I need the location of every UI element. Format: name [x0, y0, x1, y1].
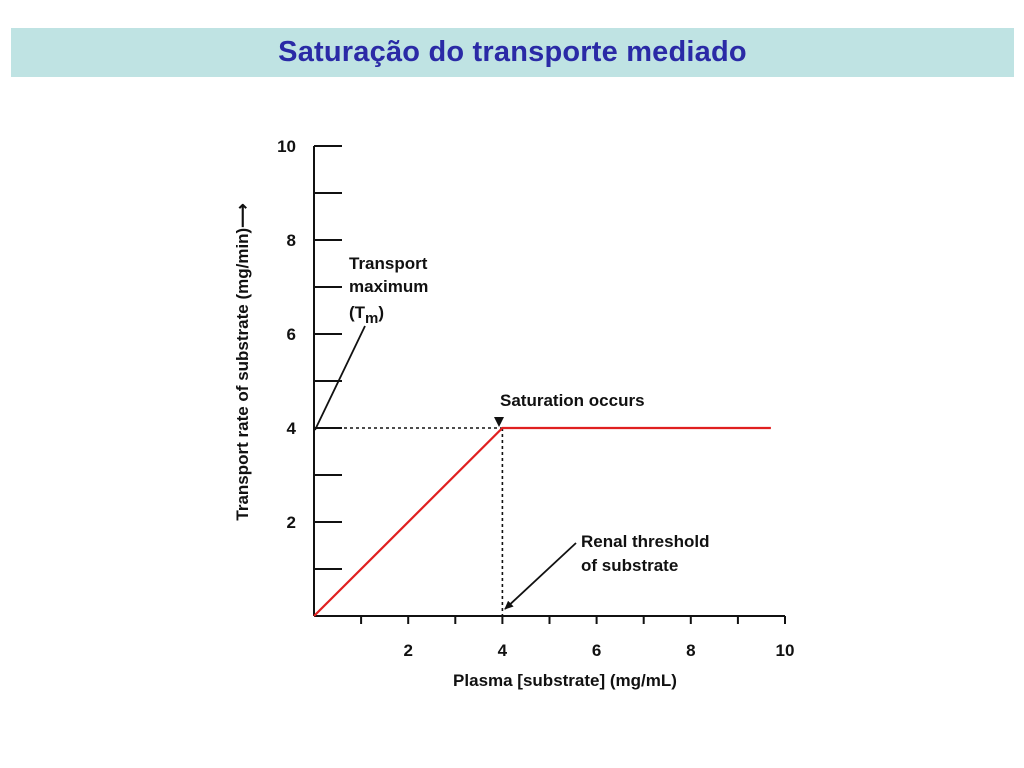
x-tick-label-6: 6 — [592, 641, 601, 660]
y-tick-label-10: 10 — [277, 137, 296, 156]
annotation-tm-line3: (Tm) — [349, 303, 384, 327]
annotation-threshold-line1: Renal threshold — [581, 532, 709, 551]
annotation-tm-line2: maximum — [349, 277, 428, 296]
annotation-threshold-line2: of substrate — [581, 556, 678, 575]
y-tick-label-6: 6 — [287, 325, 296, 344]
x-tick-label-10: 10 — [776, 641, 795, 660]
annotation-tm-pointer — [314, 325, 366, 431]
annotation-tm-paren-close: ) — [378, 303, 384, 322]
annotation-threshold-pointer — [504, 542, 577, 610]
annotation-tm-subscript: m — [365, 310, 378, 327]
annotation-tm-line1: Transport — [349, 254, 428, 273]
x-tick-label-2: 2 — [403, 641, 412, 660]
annotation-saturation: Saturation occurs — [500, 391, 645, 410]
y-ticks — [314, 145, 342, 570]
series-line — [313, 426, 771, 617]
x-tick-label-4: 4 — [498, 641, 508, 660]
x-tick-label-8: 8 — [686, 641, 695, 660]
y-axis-label: Transport rate of substrate (mg/min)⟶ — [233, 203, 252, 520]
title-bar: Saturação do transporte mediado — [11, 28, 1014, 77]
x-ticks — [360, 616, 786, 624]
y-tick-label-2: 2 — [287, 513, 296, 532]
slide-title: Saturação do transporte mediado — [278, 36, 747, 68]
x-axis-label: Plasma [substrate] (mg/mL) — [453, 671, 677, 690]
x-tick-labels: 2 4 6 8 10 — [403, 641, 794, 660]
annotation-tm-paren-open: (T — [349, 303, 366, 322]
y-tick-label-8: 8 — [287, 231, 296, 250]
annotation-saturation-marker — [494, 417, 504, 427]
y-tick-label-4: 4 — [287, 419, 297, 438]
y-tick-labels: 2 4 6 8 10 — [277, 137, 296, 532]
